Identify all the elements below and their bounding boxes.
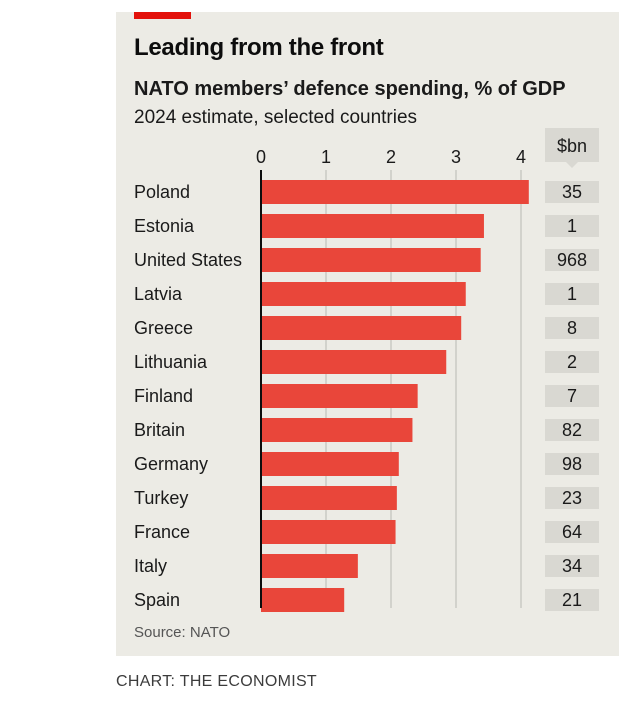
bar (261, 282, 466, 306)
category-label: Spain (134, 590, 180, 610)
x-tick-label: 4 (516, 147, 526, 167)
spending-value-box (545, 249, 599, 271)
category-label: Latvia (134, 284, 183, 304)
chart-subtitle-note: 2024 estimate, selected countries (134, 107, 418, 128)
x-tick-label: 1 (321, 147, 331, 167)
spending-value-label: 98 (562, 454, 582, 474)
accent-bar (134, 12, 191, 19)
spending-value-label: 64 (562, 522, 582, 542)
spending-column-header-box (545, 128, 599, 168)
bar (261, 316, 462, 340)
category-label: Finland (134, 386, 193, 406)
x-tick-label: 3 (451, 147, 461, 167)
bar (261, 180, 529, 204)
spending-value-box (545, 521, 599, 543)
bar (261, 554, 358, 578)
x-tick-label: 0 (256, 147, 266, 167)
category-label: Turkey (134, 488, 188, 508)
spending-value-label: 82 (562, 420, 582, 440)
bar (261, 452, 399, 476)
x-tick-label: 2 (386, 147, 396, 167)
bar (261, 384, 418, 408)
spending-value-label: 1 (567, 284, 577, 304)
spending-value-label: 21 (562, 590, 582, 610)
spending-value-label: 7 (567, 386, 577, 406)
spending-value-label: 968 (557, 250, 587, 270)
category-label: Lithuania (134, 352, 208, 372)
category-label: Germany (134, 454, 208, 474)
spending-value-box (545, 181, 599, 203)
spending-value-box (545, 419, 599, 441)
spending-value-box (545, 317, 599, 339)
category-label: Greece (134, 318, 193, 338)
spending-column-header: $bn (557, 136, 587, 156)
category-label: Britain (134, 420, 185, 440)
bar (261, 588, 345, 612)
spending-value-box (545, 487, 599, 509)
category-label: France (134, 522, 190, 542)
chart-card: Leading from the front NATO members’ def… (116, 12, 619, 656)
spending-value-label: 8 (567, 318, 577, 338)
spending-value-box (545, 385, 599, 407)
spending-value-label: 2 (567, 352, 577, 372)
spending-value-label: 34 (562, 556, 582, 576)
category-label: United States (134, 250, 242, 270)
chart-title: Leading from the front (134, 34, 384, 61)
bar (261, 418, 413, 442)
spending-value-box (545, 215, 599, 237)
spending-value-box (545, 351, 599, 373)
spending-value-label: 35 (562, 182, 582, 202)
chart-source: Source: NATO (134, 624, 231, 641)
bar (261, 214, 484, 238)
chart-subtitle: NATO members’ defence spending, % of GDP (134, 78, 566, 100)
bar (261, 520, 396, 544)
spending-value-box (545, 453, 599, 475)
category-label: Italy (134, 556, 167, 576)
spending-value-box (545, 283, 599, 305)
spending-value-box (545, 555, 599, 577)
chart-credit: CHART: THE ECONOMIST (116, 673, 317, 690)
category-label: Poland (134, 182, 190, 202)
category-label: Estonia (134, 216, 195, 236)
spending-value-label: 1 (567, 216, 577, 236)
spending-value-label: 23 (562, 488, 582, 508)
bar (261, 248, 481, 272)
bar (261, 486, 397, 510)
bar (261, 350, 447, 374)
spending-value-box (545, 589, 599, 611)
